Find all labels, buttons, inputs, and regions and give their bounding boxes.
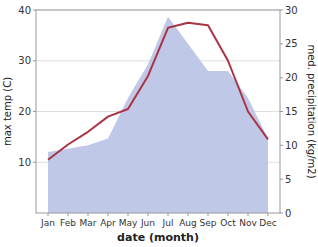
tick xyxy=(108,213,109,216)
tick xyxy=(280,179,283,180)
tick-label: Jun xyxy=(140,218,155,228)
tick xyxy=(188,213,189,216)
tick-label: Sep xyxy=(200,218,217,228)
tick xyxy=(68,213,69,216)
tick-label: 15 xyxy=(285,106,298,117)
tick xyxy=(280,213,283,214)
tick xyxy=(128,213,129,216)
tick-label: 10 xyxy=(18,157,31,168)
y-axis: 10 20 30 40 xyxy=(18,5,36,168)
tick xyxy=(268,213,269,216)
precip-area xyxy=(48,17,268,213)
tick-label: 0 xyxy=(285,208,291,219)
tick-label: Oct xyxy=(220,218,236,228)
tick-label: 20 xyxy=(18,106,31,117)
tick-label: Nov xyxy=(239,218,257,228)
tick-label: Jan xyxy=(40,218,55,228)
x-axis-title: date (month) xyxy=(117,231,199,244)
tick xyxy=(280,10,283,11)
tick-label: Jul xyxy=(162,218,174,228)
y2-axis-title: med. precipitation (kg/m2) xyxy=(306,44,317,178)
tick-label: 20 xyxy=(285,72,298,83)
tick-label: 25 xyxy=(285,38,298,49)
tick xyxy=(88,213,89,216)
tick-label: 30 xyxy=(285,5,298,16)
tick-label: Aug xyxy=(179,218,197,228)
tick xyxy=(33,111,36,112)
tick xyxy=(228,213,229,216)
tick xyxy=(280,111,283,112)
chart: 10 20 30 40 0 5 10 15 20 25 30 Jan Feb MarAprMayJun Ju… xyxy=(0,0,318,247)
tick xyxy=(280,43,283,44)
tick-label: 30 xyxy=(18,55,31,66)
tick xyxy=(248,213,249,216)
tick xyxy=(280,77,283,78)
tick xyxy=(148,213,149,216)
tick xyxy=(208,213,209,216)
tick-label: Feb xyxy=(60,218,76,228)
tick xyxy=(48,213,49,216)
tick-label: Apr xyxy=(100,218,116,228)
temp-line xyxy=(48,23,268,160)
tick xyxy=(33,60,36,61)
tick-label: 40 xyxy=(18,5,31,16)
tick xyxy=(168,213,169,216)
tick xyxy=(33,10,36,11)
tick-label: Dec xyxy=(259,218,276,228)
tick xyxy=(33,162,36,163)
x-axis: Jan Feb MarAprMayJun Jul AugSepOctNovDec xyxy=(40,213,277,228)
y2-axis: 0 5 10 15 20 25 30 xyxy=(280,5,298,219)
plot-area xyxy=(48,17,268,213)
tick xyxy=(280,145,283,146)
tick-label: 5 xyxy=(285,174,291,185)
tick-label: Mar xyxy=(80,218,97,228)
plot-frame xyxy=(36,10,280,213)
tick-label: 10 xyxy=(285,140,298,151)
y-axis-title: max temp (C) xyxy=(2,77,13,146)
tick-label: May xyxy=(119,218,138,228)
